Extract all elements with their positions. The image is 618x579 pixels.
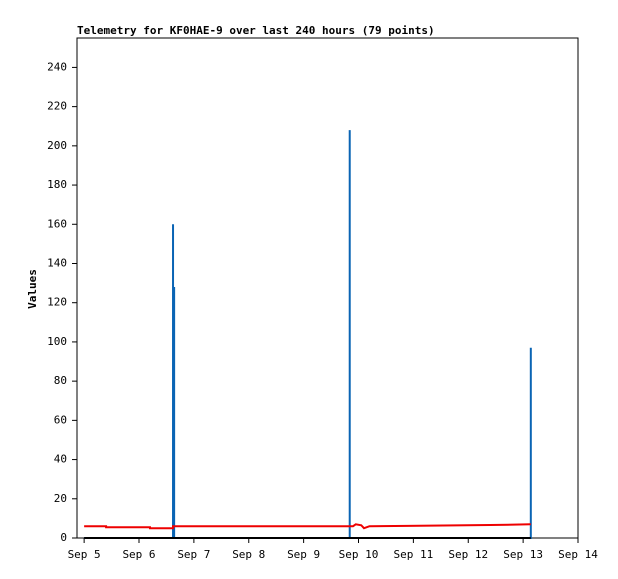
- y-tick-label: 140: [47, 256, 67, 269]
- y-tick-label: 220: [47, 100, 67, 113]
- x-tick-label: Sep 5: [68, 548, 101, 561]
- x-tick-label: Sep 6: [122, 548, 155, 561]
- y-tick-label: 160: [47, 217, 67, 230]
- x-tick-label: Sep 12: [448, 548, 488, 561]
- y-tick-label: 0: [60, 531, 67, 544]
- x-tick-label: Sep 10: [339, 548, 379, 561]
- y-tick-label: 20: [54, 492, 67, 505]
- x-tick-label: Sep 7: [177, 548, 210, 561]
- y-tick-label: 60: [54, 413, 67, 426]
- x-tick-label: Sep 8: [232, 548, 265, 561]
- y-tick-label: 80: [54, 374, 67, 387]
- y-tick-label: 40: [54, 453, 67, 466]
- y-tick-label: 120: [47, 296, 67, 309]
- x-tick-label: Sep 9: [287, 548, 320, 561]
- y-tick-label: 240: [47, 60, 67, 73]
- y-tick-label: 180: [47, 178, 67, 191]
- x-tick-label: Sep 13: [503, 548, 543, 561]
- series-line: [84, 523, 531, 530]
- x-tick-label: Sep 14: [558, 548, 598, 561]
- y-tick-label: 200: [47, 139, 67, 152]
- x-tick-label: Sep 11: [394, 548, 434, 561]
- y-axis-label: Values: [26, 269, 39, 309]
- y-tick-label: 100: [47, 335, 67, 348]
- chart-title: Telemetry for KF0HAE-9 over last 240 hou…: [77, 24, 435, 37]
